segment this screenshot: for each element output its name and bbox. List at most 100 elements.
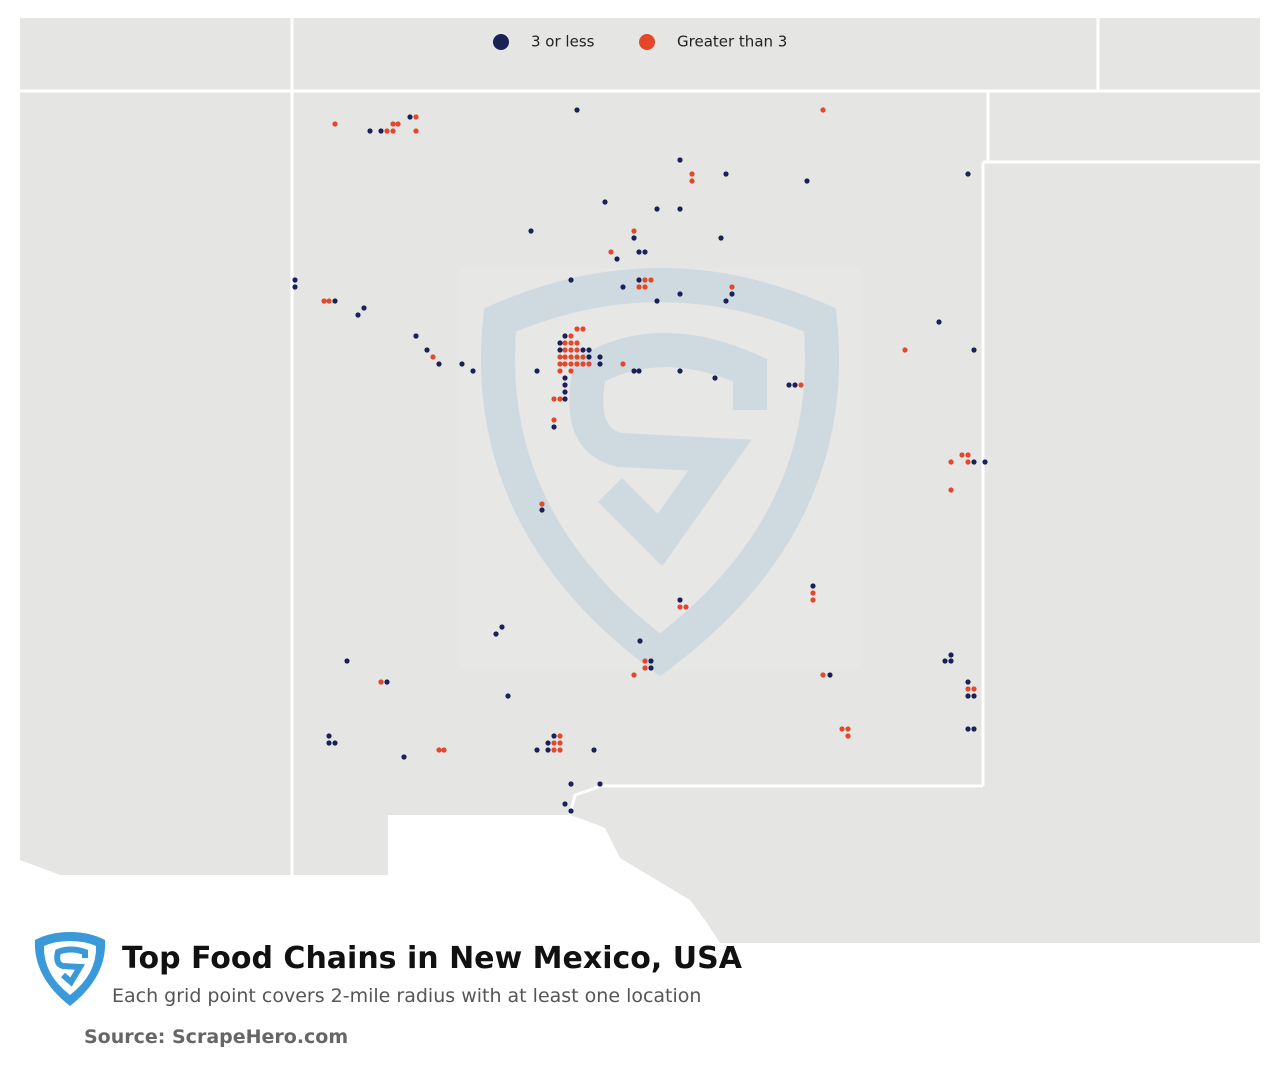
grid-point (971, 686, 977, 692)
grid-point (948, 459, 954, 465)
grid-point (597, 781, 603, 787)
subtitle: Each grid point covers 2-mile radius wit… (112, 985, 701, 1007)
grid-point (551, 396, 557, 402)
grid-point (545, 747, 551, 753)
grid-point (608, 249, 614, 255)
grid-point (723, 298, 729, 304)
grid-point (568, 808, 574, 814)
grid-point (470, 368, 476, 374)
grid-point (562, 361, 568, 367)
legend-label: 3 or less (531, 33, 595, 51)
grid-point (654, 206, 660, 212)
grid-point (642, 277, 648, 283)
grid-point (591, 747, 597, 753)
grid-point (902, 347, 908, 353)
grid-point (568, 368, 574, 374)
grid-point (326, 740, 332, 746)
grid-point (326, 298, 332, 304)
grid-point (580, 354, 586, 360)
grid-point (810, 590, 816, 596)
grid-point (355, 312, 361, 318)
grid-point (551, 424, 557, 430)
grid-point (557, 340, 563, 346)
grid-point (378, 128, 384, 134)
grid-point (723, 171, 729, 177)
grid-point (648, 658, 654, 664)
grid-point (827, 672, 833, 678)
grid-point (459, 361, 465, 367)
grid-point (562, 382, 568, 388)
grid-point (534, 368, 540, 374)
grid-point (568, 347, 574, 353)
logo (34, 932, 106, 1006)
grid-point (636, 249, 642, 255)
grid-point (574, 361, 580, 367)
grid-point (982, 459, 988, 465)
grid-point (845, 726, 851, 732)
grid-point (965, 693, 971, 699)
grid-point (568, 340, 574, 346)
grid-point (292, 284, 298, 290)
grid-point (729, 291, 735, 297)
grid-point (557, 740, 563, 746)
grid-point (845, 733, 851, 739)
grid-point (712, 375, 718, 381)
grid-point (965, 452, 971, 458)
grid-point (648, 665, 654, 671)
grid-point (965, 171, 971, 177)
grid-point (631, 228, 637, 234)
grid-point (580, 361, 586, 367)
legend-swatch (639, 34, 655, 50)
dots (292, 107, 988, 814)
grid-point (424, 347, 430, 353)
grid-point (384, 679, 390, 685)
grid-point (574, 340, 580, 346)
grid-point (936, 319, 942, 325)
grid-point (683, 604, 689, 610)
grid-point (580, 326, 586, 332)
grid-point (436, 747, 442, 753)
grid-point (971, 347, 977, 353)
grid-point (367, 128, 373, 134)
grid-point (562, 340, 568, 346)
grid-point (413, 128, 419, 134)
grid-point (562, 375, 568, 381)
grid-point (965, 726, 971, 732)
grid-point (614, 256, 620, 262)
grid-point (562, 389, 568, 395)
grid-point (642, 284, 648, 290)
grid-point (390, 121, 396, 127)
grid-point (557, 733, 563, 739)
watermark (460, 268, 860, 677)
grid-point (557, 361, 563, 367)
grid-point (493, 631, 499, 637)
grid-point (551, 733, 557, 739)
grid-point (551, 747, 557, 753)
grid-point (505, 693, 511, 699)
grid-point (430, 354, 436, 360)
grid-point (586, 354, 592, 360)
grid-point (820, 672, 826, 678)
grid-point (528, 228, 534, 234)
grid-point (551, 740, 557, 746)
grid-point (677, 206, 683, 212)
grid-point (539, 507, 545, 513)
grid-point (292, 277, 298, 283)
grid-point (557, 368, 563, 374)
grid-point (729, 284, 735, 290)
grid-point (798, 382, 804, 388)
grid-point (804, 178, 810, 184)
logo-s (54, 946, 88, 987)
grid-point (637, 638, 643, 644)
grid-point (562, 347, 568, 353)
grid-point (971, 693, 977, 699)
grid-point (642, 665, 648, 671)
grid-point (568, 354, 574, 360)
grid-point (971, 459, 977, 465)
grid-point (332, 121, 338, 127)
grid-point (407, 114, 413, 120)
legend-swatch (493, 34, 509, 50)
grid-point (568, 333, 574, 339)
grid-point (562, 396, 568, 402)
